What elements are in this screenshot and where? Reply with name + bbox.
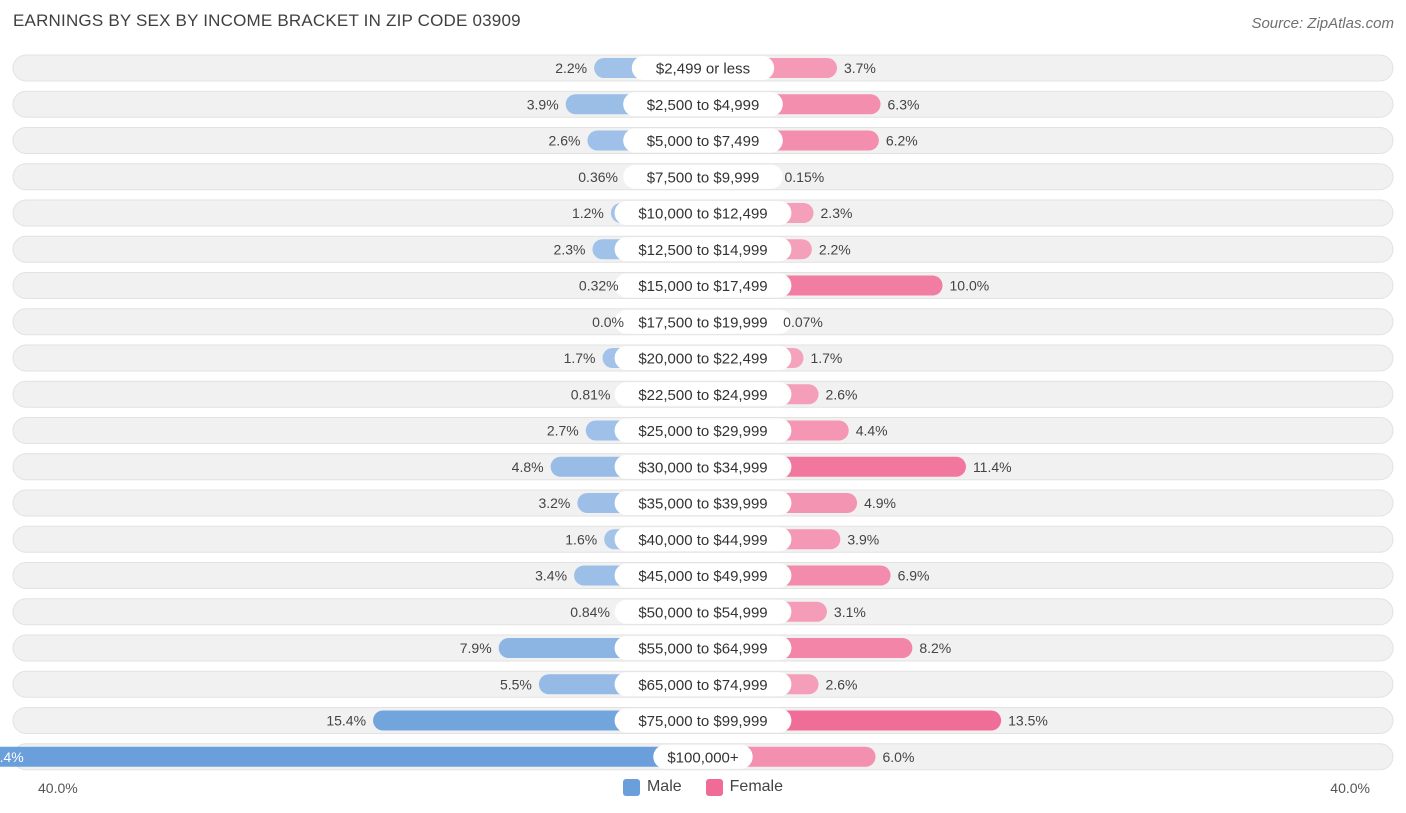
male-value-label: 3.2% [538,495,570,511]
male-value-label: 1.2% [572,205,604,221]
category-label: $10,000 to $12,499 [638,206,767,223]
female-value-label: 4.4% [856,423,888,439]
category-label: $2,500 to $4,999 [647,97,760,114]
female-value-label: 8.2% [919,640,951,656]
female-value-label: 2.3% [821,205,853,221]
category-label: $45,000 to $49,999 [638,568,767,585]
category-label: $15,000 to $17,499 [638,278,767,295]
axis-left-label: 40.0% [38,780,78,796]
category-label-bg [614,201,792,225]
category-label-bg [614,237,792,262]
female-value-label: 0.07% [783,314,823,330]
category-label-bg [614,491,792,515]
category-label-bg [614,382,792,407]
female-value-label: 3.9% [847,531,879,547]
female-value-label: 13.5% [1008,713,1048,729]
female-value-label: 0.15% [785,169,825,185]
legend-item-female[interactable]: Female [705,778,784,796]
male-value-label: 39.4% [0,749,24,765]
category-label: $2,499 or less [656,61,750,78]
male-value-label: 2.3% [554,241,586,257]
male-value-label: 15.4% [326,713,366,729]
legend-label-female: Female [729,778,784,795]
category-label-bg [614,309,792,334]
category-label: $75,000 to $99,999 [638,713,767,730]
female-value-label: 3.1% [834,604,866,620]
female-value-label: 6.2% [886,133,918,149]
female-value-label: 4.9% [864,495,896,511]
category-label-bg [614,418,792,443]
category-label-bg [623,92,783,117]
legend: Male Female [0,778,1406,796]
female-value-label: 2.6% [826,386,858,402]
category-label: $22,500 to $24,999 [638,387,767,404]
male-value-label: 0.84% [570,604,610,620]
category-label-bg [623,164,783,189]
category-label: $7,500 to $9,999 [647,169,760,186]
category-label-bg [614,708,792,733]
category-label-bg [614,599,792,624]
male-value-label: 0.36% [578,169,618,185]
category-label-bg [614,346,792,370]
category-label: $25,000 to $29,999 [638,423,767,440]
legend-swatch-male [622,778,640,796]
category-label: $17,500 to $19,999 [638,314,767,331]
category-label: $5,000 to $7,499 [647,133,760,150]
female-value-label: 1.7% [810,350,842,366]
male-value-label: 5.5% [500,676,532,692]
male-value-label: 2.7% [547,423,579,439]
male-value-label: 2.2% [555,60,587,76]
source-credit: Source: ZipAtlas.com [1251,15,1394,32]
female-value-label: 10.0% [950,278,990,294]
chart-title: EARNINGS BY SEX BY INCOME BRACKET IN ZIP… [13,11,521,30]
category-label: $100,000+ [667,749,739,766]
female-value-label: 6.3% [888,96,920,112]
category-label: $12,500 to $14,999 [638,242,767,259]
female-value-label: 2.6% [826,676,858,692]
female-value-label: 2.2% [819,241,851,257]
male-value-label: 0.81% [571,386,611,402]
category-label: $55,000 to $64,999 [638,641,767,658]
male-value-label: 7.9% [460,640,492,656]
bar-male [0,746,703,767]
category-label: $30,000 to $34,999 [638,459,767,476]
axis-right-label: 40.0% [1330,780,1370,796]
category-label-bg [614,636,792,660]
category-label-bg [653,744,753,769]
male-value-label: 3.4% [535,568,567,584]
male-value-label: 3.9% [527,96,559,112]
category-label-bg [614,527,792,552]
category-label: $20,000 to $22,499 [638,351,767,368]
category-label-bg [614,563,792,588]
category-label-bg [614,273,792,298]
category-label-bg [614,672,792,697]
legend-item-male[interactable]: Male [622,778,682,796]
male-value-label: 0.0% [592,314,624,330]
male-value-label: 0.32% [579,278,619,294]
male-value-label: 2.6% [549,133,581,149]
female-value-label: 11.4% [973,459,1012,475]
category-label: $35,000 to $39,999 [638,496,767,513]
category-label-bg [614,454,792,479]
male-value-label: 1.7% [564,350,596,366]
male-value-label: 1.6% [565,531,597,547]
female-value-label: 6.9% [898,568,930,584]
category-label-bg [631,56,775,80]
legend-label-male: Male [646,778,682,795]
female-value-label: 6.0% [883,749,915,765]
legend-swatch-female [705,778,723,796]
male-value-label: 4.8% [512,459,544,475]
category-label: $65,000 to $74,999 [638,677,767,694]
female-value-label: 3.7% [844,60,876,76]
category-label: $50,000 to $54,999 [638,604,767,621]
category-label: $40,000 to $44,999 [638,532,767,549]
category-label-bg [623,128,783,153]
